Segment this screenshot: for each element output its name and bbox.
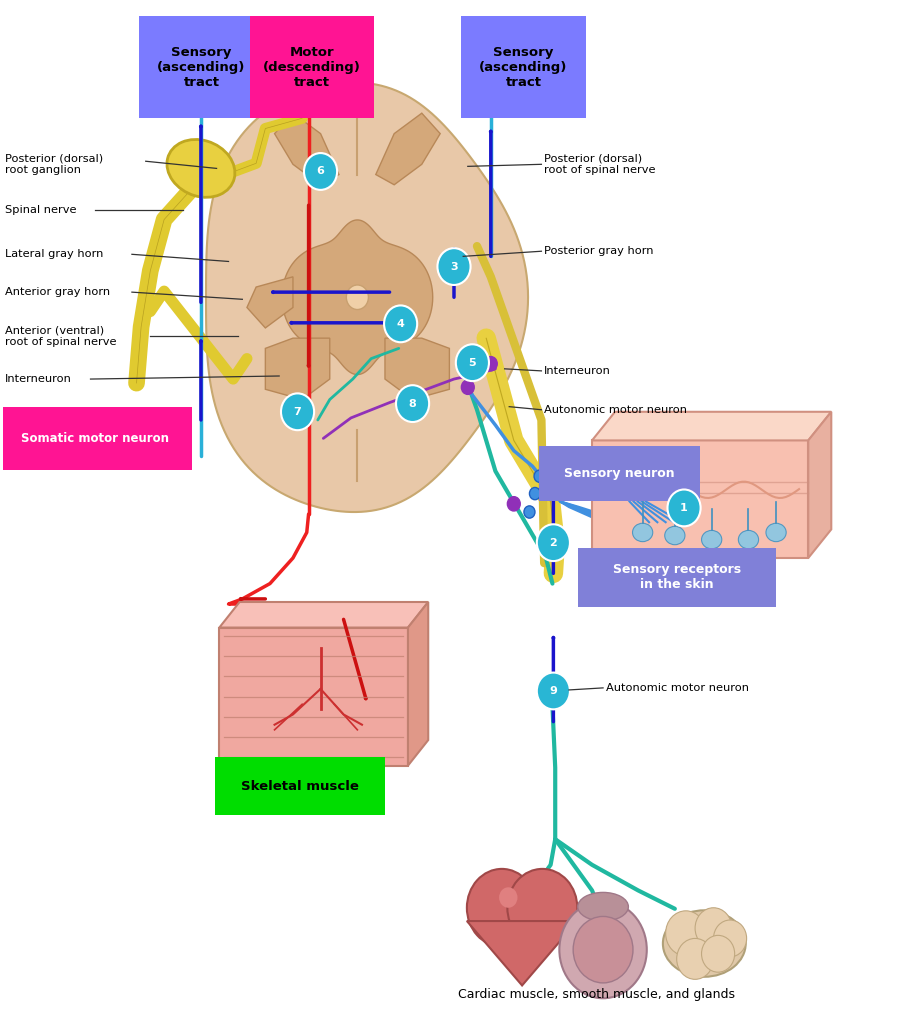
FancyBboxPatch shape xyxy=(539,445,699,501)
Circle shape xyxy=(467,869,537,946)
Circle shape xyxy=(304,153,337,189)
Text: 7: 7 xyxy=(294,407,301,417)
Circle shape xyxy=(396,385,429,422)
Text: 9: 9 xyxy=(550,686,557,696)
Ellipse shape xyxy=(167,139,235,198)
Ellipse shape xyxy=(578,892,628,921)
Text: Sensory neuron: Sensory neuron xyxy=(564,467,675,479)
Ellipse shape xyxy=(559,901,647,998)
Polygon shape xyxy=(376,114,440,184)
Circle shape xyxy=(346,285,369,309)
Text: Posterior gray horn: Posterior gray horn xyxy=(544,246,653,256)
Text: Somatic motor neuron: Somatic motor neuron xyxy=(21,432,169,444)
Text: Autonomic motor neuron: Autonomic motor neuron xyxy=(606,683,748,693)
Text: Interneuron: Interneuron xyxy=(5,374,72,384)
Text: Posterior (dorsal)
root ganglion: Posterior (dorsal) root ganglion xyxy=(5,154,103,175)
Circle shape xyxy=(529,487,541,500)
Ellipse shape xyxy=(766,523,786,542)
Text: Sensory
(ascending)
tract: Sensory (ascending) tract xyxy=(157,46,246,89)
FancyBboxPatch shape xyxy=(249,16,374,119)
Text: Cardiac muscle, smooth muscle, and glands: Cardiac muscle, smooth muscle, and gland… xyxy=(458,988,736,1000)
Circle shape xyxy=(713,920,747,956)
Ellipse shape xyxy=(738,530,759,549)
Ellipse shape xyxy=(701,530,722,549)
Polygon shape xyxy=(206,83,529,512)
FancyBboxPatch shape xyxy=(578,548,776,607)
FancyBboxPatch shape xyxy=(461,16,586,119)
Circle shape xyxy=(701,935,735,972)
Text: 6: 6 xyxy=(317,167,324,176)
Circle shape xyxy=(384,305,417,342)
Text: 3: 3 xyxy=(450,261,457,271)
Polygon shape xyxy=(274,114,339,184)
Circle shape xyxy=(456,344,489,381)
Ellipse shape xyxy=(573,916,633,983)
Ellipse shape xyxy=(664,526,685,545)
FancyBboxPatch shape xyxy=(0,407,191,470)
Text: 8: 8 xyxy=(408,398,417,409)
Polygon shape xyxy=(408,602,428,766)
Circle shape xyxy=(507,497,520,511)
Circle shape xyxy=(667,489,700,526)
FancyBboxPatch shape xyxy=(214,758,385,815)
Circle shape xyxy=(507,869,578,946)
Text: 4: 4 xyxy=(396,318,405,329)
Text: Spinal nerve: Spinal nerve xyxy=(5,206,77,215)
Circle shape xyxy=(676,938,713,979)
Text: Lateral gray horn: Lateral gray horn xyxy=(5,249,103,259)
Circle shape xyxy=(665,910,706,955)
Circle shape xyxy=(437,248,470,285)
Polygon shape xyxy=(385,338,449,399)
Text: Sensory
(ascending)
tract: Sensory (ascending) tract xyxy=(480,46,567,89)
Polygon shape xyxy=(219,602,428,628)
Polygon shape xyxy=(282,220,432,375)
Polygon shape xyxy=(467,921,578,985)
Circle shape xyxy=(534,470,545,482)
Text: Anterior gray horn: Anterior gray horn xyxy=(5,287,110,297)
Circle shape xyxy=(484,356,497,371)
Text: Posterior (dorsal)
root of spinal nerve: Posterior (dorsal) root of spinal nerve xyxy=(544,154,656,175)
Text: Anterior (ventral)
root of spinal nerve: Anterior (ventral) root of spinal nerve xyxy=(5,326,116,347)
FancyBboxPatch shape xyxy=(140,16,263,119)
Circle shape xyxy=(537,673,570,710)
Circle shape xyxy=(537,524,570,561)
Text: Autonomic motor neuron: Autonomic motor neuron xyxy=(544,404,687,415)
Text: 1: 1 xyxy=(680,503,688,513)
Polygon shape xyxy=(592,412,832,440)
Polygon shape xyxy=(808,412,832,558)
Ellipse shape xyxy=(633,523,652,542)
Polygon shape xyxy=(265,338,330,399)
Polygon shape xyxy=(247,276,293,328)
Circle shape xyxy=(524,506,535,518)
Text: 2: 2 xyxy=(550,538,557,548)
Text: Interneuron: Interneuron xyxy=(544,366,611,376)
Text: Skeletal muscle: Skeletal muscle xyxy=(241,779,359,793)
FancyBboxPatch shape xyxy=(219,628,408,766)
Text: Motor
(descending)
tract: Motor (descending) tract xyxy=(263,46,360,89)
Circle shape xyxy=(461,380,474,394)
Circle shape xyxy=(499,888,517,907)
Circle shape xyxy=(547,682,564,700)
Text: 5: 5 xyxy=(468,357,476,368)
Circle shape xyxy=(281,393,314,430)
Circle shape xyxy=(695,907,732,948)
Ellipse shape xyxy=(663,910,746,977)
Text: Sensory receptors
in the skin: Sensory receptors in the skin xyxy=(614,563,741,592)
FancyBboxPatch shape xyxy=(592,440,808,558)
